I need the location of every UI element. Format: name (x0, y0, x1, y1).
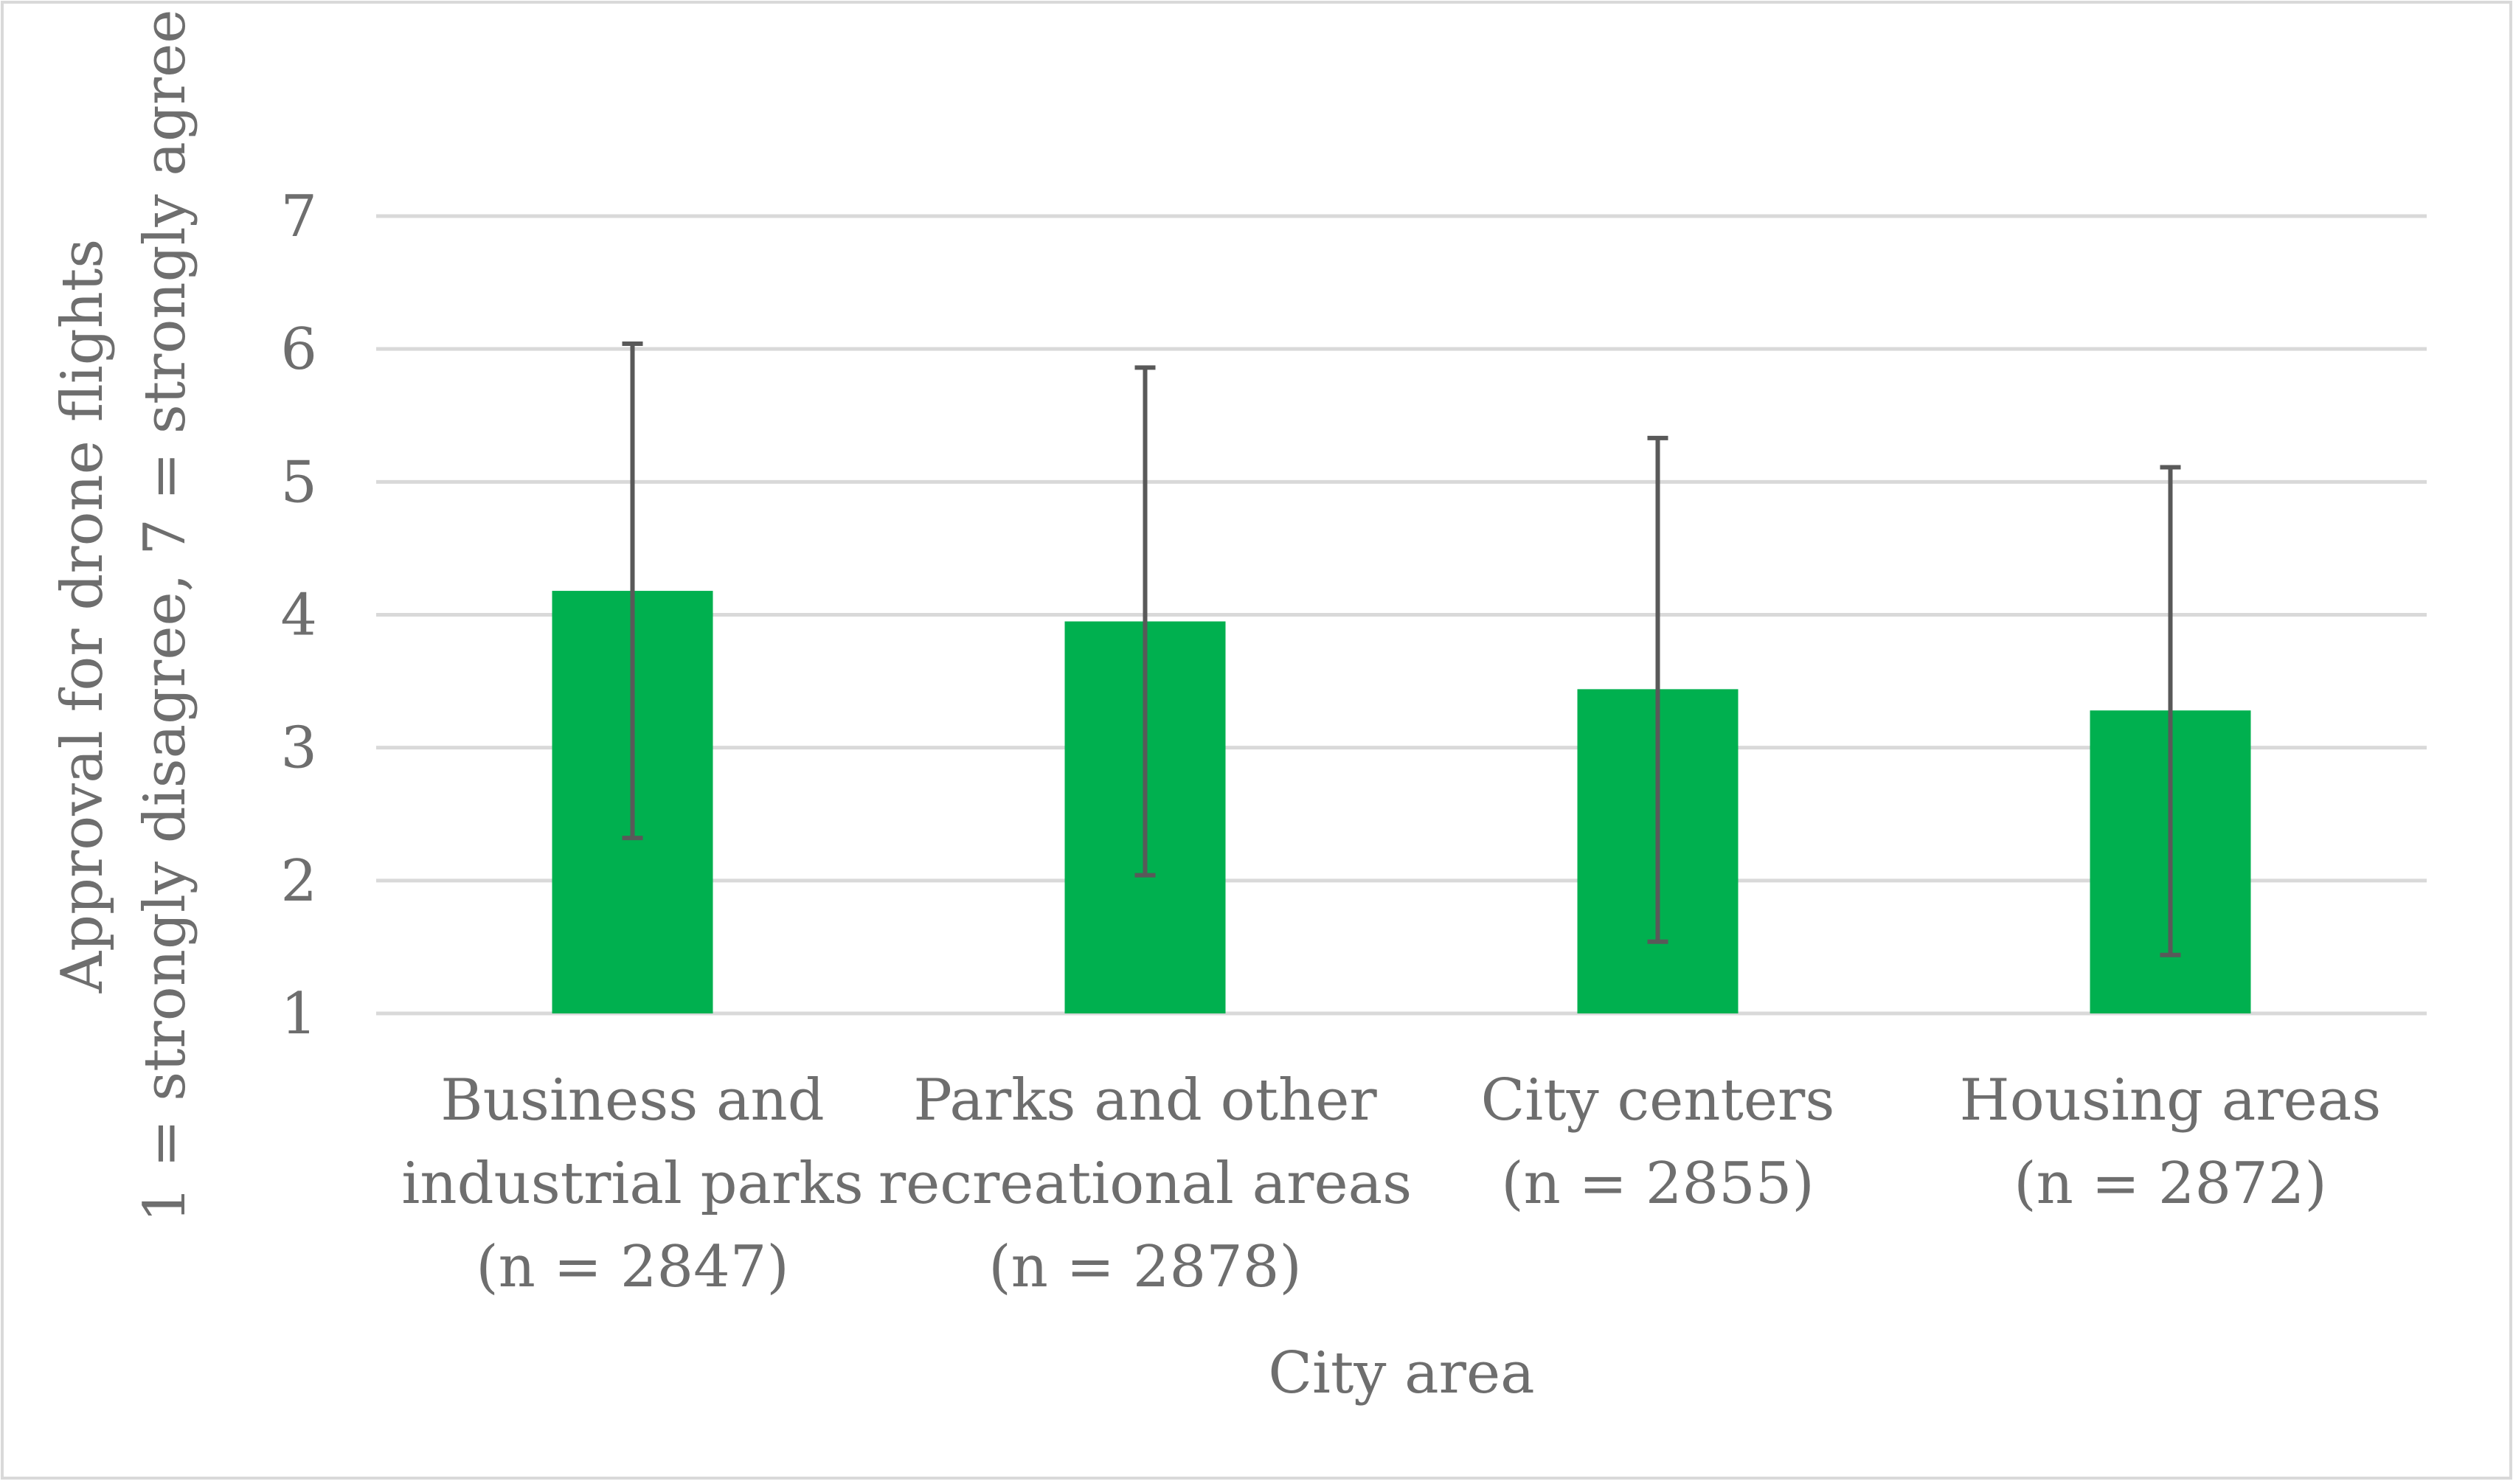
x-category-label-line: (n = 2847) (476, 1234, 789, 1300)
y-axis-title-line: 1 = strongly disagree, 7 = strongly agre… (132, 10, 198, 1223)
y-tick-label: 3 (280, 715, 317, 782)
y-tick-label: 6 (280, 316, 317, 383)
x-category-label-line: (n = 2855) (1501, 1151, 1814, 1217)
x-axis-categories: Business and industrial parks (n = 2847) Pa… (401, 1067, 2381, 1300)
x-category-label-line: industrial parks (401, 1151, 863, 1217)
x-category-label-line: (n = 2878) (988, 1234, 1302, 1300)
x-category-label-line: Business and (440, 1067, 824, 1134)
x-category-label-line: City centers (1481, 1067, 1835, 1134)
y-tick-label: 5 (280, 449, 317, 516)
y-tick-label: 2 (280, 848, 317, 915)
y-axis-title: Approval for drone flights 1 = strongly d… (49, 10, 198, 1223)
gridlines (376, 214, 2427, 1016)
error-bars (622, 341, 2181, 957)
y-axis-title-line: Approval for drone flights (49, 239, 116, 994)
x-category-label-line: Housing areas (1960, 1067, 2382, 1134)
y-tick-label: 4 (280, 583, 317, 649)
x-category-label: Housing areas (n = 2872) (1960, 1067, 2382, 1217)
x-category-label-line: recreational areas (878, 1151, 1412, 1217)
x-axis-title: City area (1268, 1340, 1534, 1407)
y-axis-ticks: 1 2 3 4 5 6 7 (280, 184, 317, 1047)
x-category-label: City centers (n = 2855) (1481, 1067, 1835, 1217)
x-category-label: Parks and other recreational areas (n = 28… (878, 1067, 1412, 1300)
y-tick-label: 1 (280, 981, 317, 1047)
x-category-label-line: (n = 2872) (2014, 1151, 2327, 1217)
y-tick-label: 7 (280, 184, 317, 250)
x-category-label-line: Parks and other (913, 1067, 1377, 1134)
x-category-label: Business and industrial parks (n = 2847) (401, 1067, 863, 1300)
